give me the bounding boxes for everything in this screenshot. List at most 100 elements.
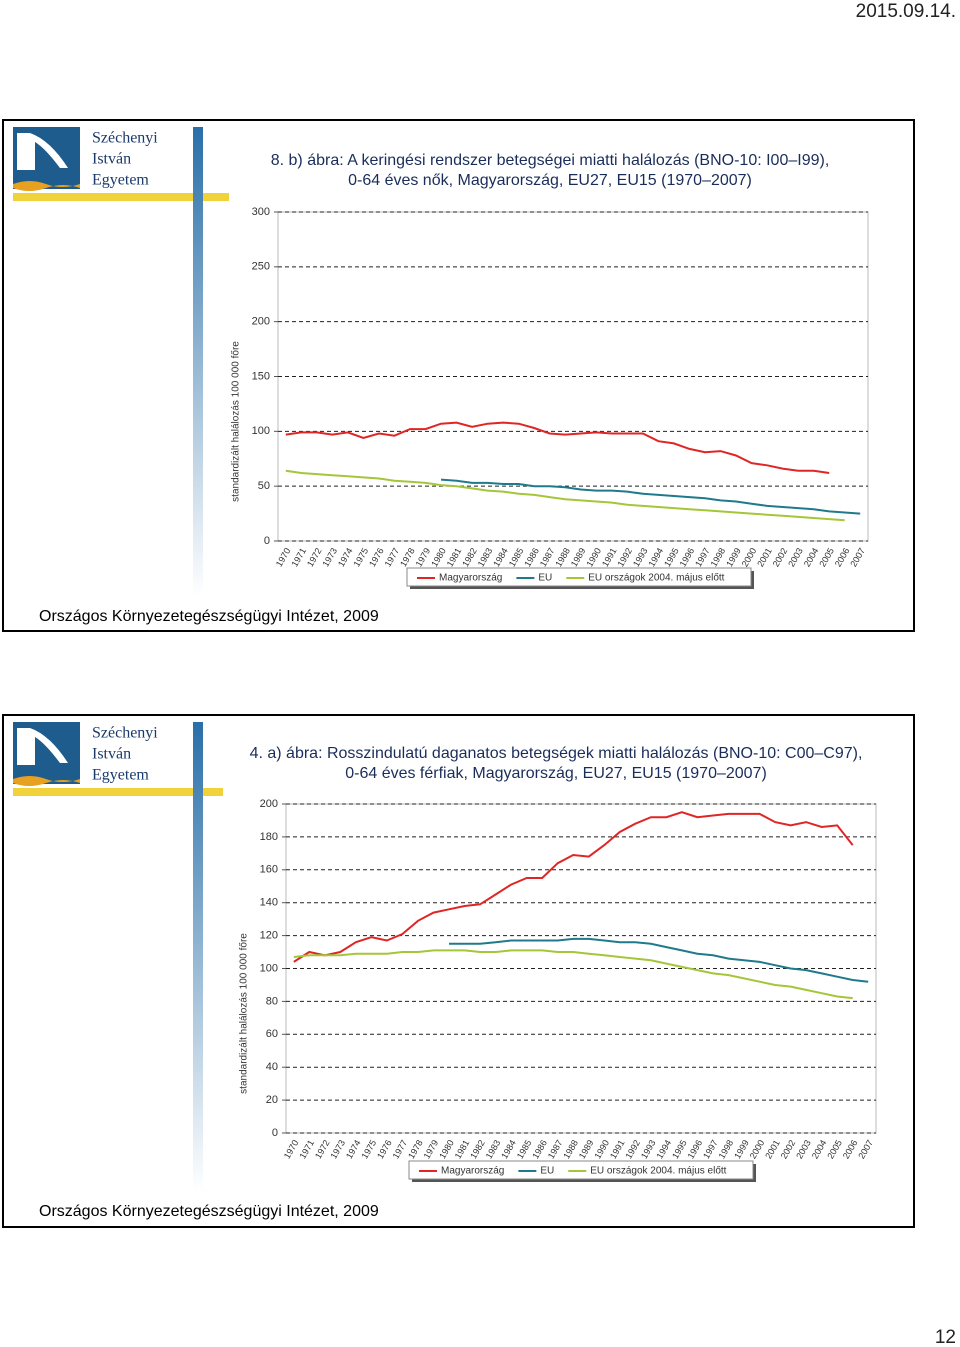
x-tick-label: 2003 <box>786 546 805 568</box>
x-tick-label: 1973 <box>320 546 339 568</box>
y-tick-label: 120 <box>260 930 278 942</box>
x-tick-label: 2004 <box>802 546 821 568</box>
x-tick-label: 1979 <box>414 546 433 568</box>
x-tick-label: 1996 <box>686 1138 705 1160</box>
y-tick-label: 100 <box>260 962 278 974</box>
x-tick-label: 1994 <box>647 546 666 568</box>
x-tick-label: 1977 <box>391 1138 410 1160</box>
logo-text: Széchenyi <box>92 130 158 147</box>
x-tick-label: 1971 <box>297 1138 316 1160</box>
y-tick-label: 100 <box>252 425 270 437</box>
y-tick-label: 200 <box>252 316 270 328</box>
chart-title: 4. a) ábra: Rosszindulatú daganatos bete… <box>250 745 863 762</box>
slide: Széchenyi István Egyetem Országos Környe… <box>2 119 915 632</box>
y-axis-label: standardizált halálozás 100 000 főre <box>231 341 242 502</box>
x-tick-label: 1972 <box>313 1138 332 1160</box>
y-tick-label: 80 <box>266 995 278 1007</box>
series-line <box>440 478 861 515</box>
x-tick-label: 1982 <box>468 1138 487 1160</box>
x-tick-label: 1975 <box>360 1138 379 1160</box>
y-tick-label: 0 <box>264 535 270 547</box>
x-tick-label: 1993 <box>631 546 650 568</box>
logo-text: István <box>92 151 131 168</box>
series-line <box>285 421 830 474</box>
date: 2015.09.14. <box>856 1 956 22</box>
legend-label: EU országok 2004. május előtt <box>590 1166 726 1177</box>
x-tick-label: 1980 <box>437 1138 456 1160</box>
x-tick-label: 1980 <box>429 546 448 568</box>
x-tick-label: 1999 <box>724 546 743 568</box>
logo-text: István <box>92 746 131 763</box>
x-tick-label: 1987 <box>538 546 557 568</box>
x-tick-label: 1974 <box>336 546 355 568</box>
x-tick-label: 2000 <box>740 546 759 568</box>
y-tick-label: 50 <box>258 480 270 492</box>
x-tick-label: 2001 <box>755 546 774 568</box>
series-line <box>293 949 853 1000</box>
y-tick-label: 60 <box>266 1028 278 1040</box>
legend-label: Magyarország <box>439 573 502 584</box>
series-line <box>285 469 845 522</box>
x-tick-label: 1978 <box>398 546 417 568</box>
x-tick-label: 2007 <box>856 1138 875 1160</box>
legend-label: EU <box>540 1166 554 1177</box>
x-tick-label: 1998 <box>717 1138 736 1160</box>
x-tick-label: 1985 <box>515 1138 534 1160</box>
legend-label: EU <box>538 573 552 584</box>
legend-label: Magyarország <box>441 1166 504 1177</box>
x-tick-label: 1990 <box>584 546 603 568</box>
x-tick-label: 1991 <box>600 546 619 568</box>
x-tick-label: 1988 <box>553 546 572 568</box>
y-tick-label: 40 <box>266 1061 278 1073</box>
x-tick-label: 1997 <box>693 546 712 568</box>
y-axis-label: standardizált halálozás 100 000 főre <box>239 933 250 1094</box>
x-tick-label: 2003 <box>794 1138 813 1160</box>
series-line <box>449 937 869 983</box>
y-tick-label: 20 <box>266 1094 278 1106</box>
logo-text: Egyetem <box>92 767 149 784</box>
x-tick-label: 1971 <box>289 546 308 568</box>
y-tick-label: 150 <box>252 370 270 382</box>
x-tick-label: 2007 <box>848 546 867 568</box>
x-tick-label: 2005 <box>825 1138 844 1160</box>
x-tick-label: 2001 <box>763 1138 782 1160</box>
x-tick-label: 1991 <box>608 1138 627 1160</box>
slide-frame <box>2 119 915 632</box>
x-tick-label: 1998 <box>709 546 728 568</box>
x-tick-label: 1988 <box>561 1138 580 1160</box>
x-tick-label: 1989 <box>569 546 588 568</box>
logo: Széchenyi István Egyetem <box>13 722 223 1192</box>
slide: Széchenyi István Egyetem Országos Környe… <box>2 714 915 1228</box>
x-tick-label: 1987 <box>546 1138 565 1160</box>
x-tick-label: 2005 <box>817 546 836 568</box>
y-tick-label: 140 <box>260 897 278 909</box>
y-tick-label: 0 <box>272 1127 278 1139</box>
x-tick-label: 1989 <box>577 1138 596 1160</box>
x-tick-label: 1997 <box>701 1138 720 1160</box>
y-tick-label: 200 <box>260 798 278 810</box>
x-tick-label: 1999 <box>732 1138 751 1160</box>
x-tick-label: 1973 <box>328 1138 347 1160</box>
x-tick-label: 1970 <box>274 546 293 568</box>
chart-title: 8. b) ábra: A keringési rendszer betegsé… <box>271 152 830 169</box>
x-tick-label: 2000 <box>748 1138 767 1160</box>
x-tick-label: 1976 <box>367 546 386 568</box>
x-tick-label: 1979 <box>422 1138 441 1160</box>
x-tick-label: 1981 <box>453 1138 472 1160</box>
x-tick-label: 1978 <box>406 1138 425 1160</box>
x-tick-label: 1981 <box>445 546 464 568</box>
x-tick-label: 1977 <box>383 546 402 568</box>
y-tick-label: 250 <box>252 261 270 273</box>
series-line <box>293 811 854 963</box>
x-tick-label: 1975 <box>352 546 371 568</box>
x-tick-label: 2006 <box>841 1138 860 1160</box>
x-tick-label: 1993 <box>639 1138 658 1160</box>
x-tick-label: 1984 <box>499 1138 518 1160</box>
source: Országos Környezetegészségügyi Intézet, … <box>39 608 379 625</box>
slide-frame <box>2 714 915 1228</box>
x-tick-label: 1983 <box>484 1138 503 1160</box>
y-tick-label: 300 <box>252 206 270 218</box>
x-tick-label: 1985 <box>507 546 526 568</box>
logo: Széchenyi István Egyetem <box>13 127 229 597</box>
